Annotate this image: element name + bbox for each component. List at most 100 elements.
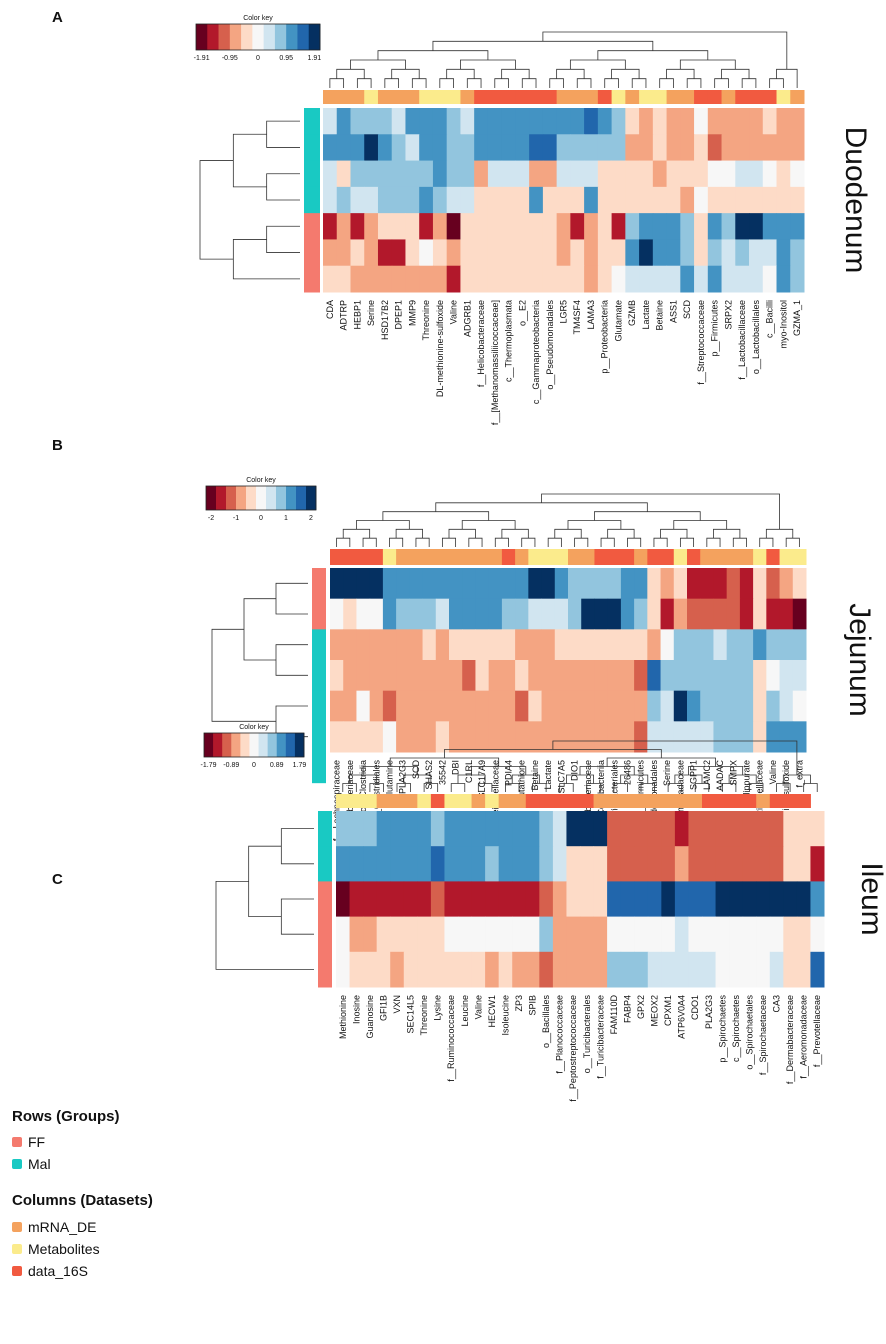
column-label: SMPX — [728, 760, 738, 786]
dendrogram-branch — [586, 783, 601, 792]
column-group-cell — [674, 794, 689, 808]
heatmap-cell — [471, 916, 486, 953]
heatmap-cell — [512, 916, 527, 953]
heatmap-cell — [680, 186, 695, 214]
heatmap-cell — [475, 721, 490, 753]
heatmap-cell — [377, 239, 393, 267]
heatmap-cell — [742, 951, 757, 988]
heatmap-cell — [541, 690, 556, 722]
colorkey-title: Color key — [239, 724, 269, 731]
column-group-cell — [417, 794, 432, 808]
heatmap-cell — [611, 265, 626, 293]
column-group-cell — [666, 90, 681, 104]
dendrogram-branch — [728, 774, 757, 784]
heatmap-cell — [694, 186, 709, 214]
heatmap-cell — [488, 660, 503, 692]
column-label: f_extra — [794, 760, 804, 788]
column-label: FAM110D — [609, 995, 619, 1035]
heatmap-cell — [566, 811, 581, 847]
column-label: ATP6V0A4 — [677, 995, 687, 1039]
heatmap-cell — [419, 160, 434, 188]
dendrogram-branch — [653, 537, 668, 547]
heatmap-cell — [474, 239, 489, 267]
dendrogram-branch — [329, 78, 345, 88]
colorkey-title: Color key — [246, 477, 276, 484]
dendrogram-branch — [362, 766, 418, 775]
heatmap-cell — [369, 660, 384, 692]
heatmap-cell — [435, 721, 450, 753]
heatmap-cell — [542, 186, 558, 214]
dendrogram-branch — [468, 537, 483, 547]
heatmap-cell — [721, 265, 736, 293]
heatmap-cell — [776, 108, 791, 135]
heatmap-cell — [700, 598, 714, 630]
column-label: f__Peptostreptococcaceae — [568, 995, 578, 1102]
heatmap-cell — [542, 134, 558, 162]
column-label: Glutathione — [517, 760, 527, 806]
heatmap-cell — [515, 660, 529, 692]
heatmap-cell — [742, 881, 757, 918]
dendrogram-branch — [471, 766, 527, 775]
dendrogram-branch — [395, 528, 423, 539]
heatmap-cell — [529, 213, 544, 240]
column-group-cell — [444, 794, 459, 808]
column-label: DL-methionine-sulfoxide — [781, 760, 791, 857]
heatmap-cell — [611, 186, 626, 214]
dendrogram-branch — [275, 644, 308, 676]
dendrogram-branch — [576, 78, 592, 88]
dendrogram-branch — [607, 528, 635, 539]
dendrogram-branch — [559, 783, 574, 792]
row-group-cell — [304, 134, 320, 162]
column-group-cell — [647, 794, 662, 808]
heatmap-cell — [607, 881, 622, 918]
heatmap-cell — [501, 568, 516, 600]
heatmap-cell — [554, 721, 569, 753]
heatmap-cell — [620, 846, 635, 882]
row-group-cell — [312, 598, 326, 630]
heatmap-cell — [460, 108, 475, 135]
colorkey-tick: 0 — [252, 762, 256, 769]
heatmap-cell — [634, 598, 648, 630]
column-label: PLA2G3 — [704, 995, 714, 1029]
column-group-cell — [391, 90, 406, 104]
heatmap-cell — [790, 134, 805, 162]
heatmap-cell — [570, 108, 585, 135]
column-group-cell — [556, 90, 571, 104]
heatmap-cell — [756, 881, 771, 918]
colorkey-swatch — [286, 24, 298, 50]
column-label: f__Streptococcaceae — [696, 300, 706, 385]
heatmap-cell — [666, 108, 681, 135]
heatmap-cell — [810, 916, 825, 953]
heatmap-cell — [501, 721, 516, 753]
column-group-cell — [528, 549, 543, 565]
heatmap-cell — [515, 690, 529, 722]
heatmap-cell — [769, 916, 784, 953]
dendrogram-branch — [243, 598, 276, 661]
column-group-cell — [568, 549, 582, 565]
heatmap-cell — [721, 160, 736, 188]
column-label: C1RL — [464, 760, 474, 783]
heatmap-cell — [403, 951, 418, 988]
dendrogram-branch — [521, 537, 536, 547]
heatmap-cell — [349, 846, 364, 882]
heatmap-cell — [620, 660, 635, 692]
dendrogram-branch — [541, 493, 780, 530]
column-group-cell — [501, 549, 516, 565]
heatmap-cell — [726, 690, 741, 722]
heatmap-cell — [652, 186, 668, 214]
heatmap-cell — [647, 690, 662, 722]
heatmap-cell — [735, 239, 750, 267]
legend-label-16s: data_16S — [28, 1263, 88, 1279]
colorkey-swatch — [206, 486, 217, 510]
heatmap-cell — [762, 134, 778, 162]
heatmap-cell — [661, 846, 676, 882]
column-group-cell — [430, 794, 445, 808]
column-group-cell — [607, 549, 622, 565]
column-label: LGR5 — [559, 300, 569, 324]
column-group-cell — [403, 794, 418, 808]
dendrogram-branch — [511, 774, 540, 784]
heatmap-cell — [568, 568, 582, 600]
dendrogram-branch — [280, 898, 314, 935]
heatmap-cell — [460, 213, 475, 240]
heatmap-cell — [462, 598, 476, 630]
